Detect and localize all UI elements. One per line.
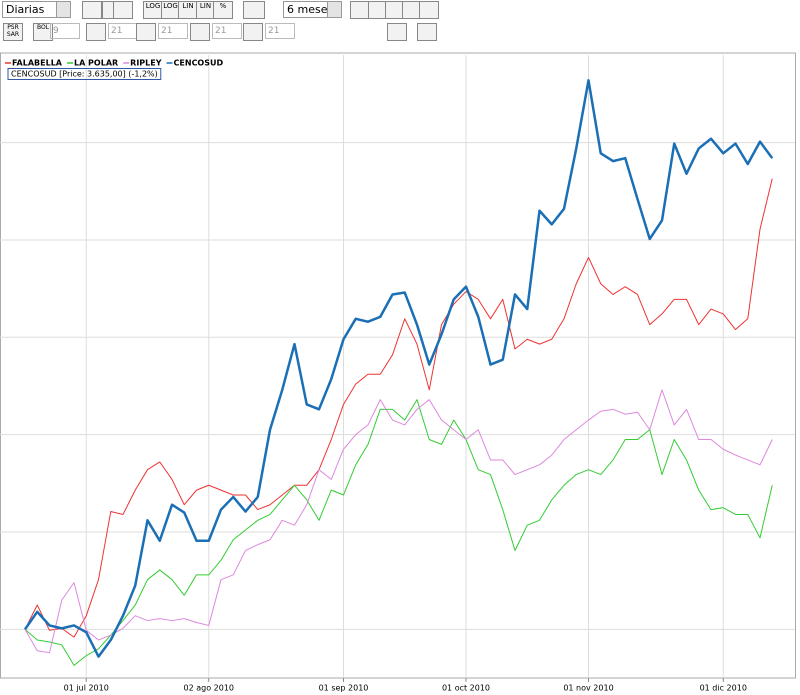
annotation: CENCOSUD [Price: 3.635,00] (-1,2%): [11, 70, 158, 79]
indicator-button[interactable]: PSR SAR: [3, 23, 23, 41]
interval-select[interactable]: Diarias: [2, 1, 71, 18]
indicator-input[interactable]: 9: [50, 23, 80, 39]
x-tick-label: 01 dic 2010: [700, 684, 747, 693]
x-tick-label: 01 sep 2010: [319, 684, 369, 693]
legend-label: CENCOSUD: [174, 59, 224, 68]
series-line: [24, 389, 773, 654]
chart: 01 jul 2010 02 ago 2010 01 sep 2010 01 oct …: [0, 52, 796, 693]
x-tick-label: 01 nov 2010: [563, 684, 613, 693]
forward-button[interactable]: [419, 1, 439, 19]
x-tick-label: 01 oct 2010: [442, 684, 490, 693]
legend-toggle[interactable]: [387, 23, 407, 41]
plot-frame: [0, 52, 796, 679]
indicator-input[interactable]: 21: [158, 23, 188, 39]
legend: FALABELLA LA POLAR RIPLEY CENCOSUD: [5, 59, 223, 68]
series-line: [23, 79, 774, 658]
legend-label: FALABELLA: [12, 59, 63, 68]
indicator-input[interactable]: 21: [108, 23, 138, 39]
series-line: [24, 178, 773, 638]
scale-button[interactable]: %: [213, 1, 233, 19]
indicator-button[interactable]: [86, 23, 106, 41]
chart-type-candle[interactable]: [113, 1, 133, 19]
indicator-button[interactable]: [243, 23, 263, 41]
period-select[interactable]: 6 meses: [283, 1, 342, 18]
zoom-box[interactable]: [243, 1, 265, 19]
legend-label: LA POLAR: [74, 59, 118, 68]
chart-type-line[interactable]: [82, 1, 102, 19]
indicator-button[interactable]: BOL: [33, 23, 53, 41]
annotation-box: [7, 68, 162, 80]
indicator-input[interactable]: 21: [212, 23, 242, 39]
indicator-input[interactable]: 21: [265, 23, 295, 39]
x-tick-label: 02 ago 2010: [184, 684, 235, 693]
indicator-button[interactable]: [190, 23, 210, 41]
legend-label: RIPLEY: [130, 59, 162, 68]
refresh-button[interactable]: [350, 1, 370, 19]
x-tick-label: 01 jul 2010: [64, 684, 109, 693]
print-button[interactable]: [417, 23, 437, 41]
toolbar: Diarias LOG LOG LIN LIN% 6 meses PSR SAR BOL…: [0, 0, 800, 52]
scale-button[interactable]: LIN: [195, 1, 216, 19]
indicator-button[interactable]: [136, 23, 156, 41]
series-line: [24, 399, 773, 666]
